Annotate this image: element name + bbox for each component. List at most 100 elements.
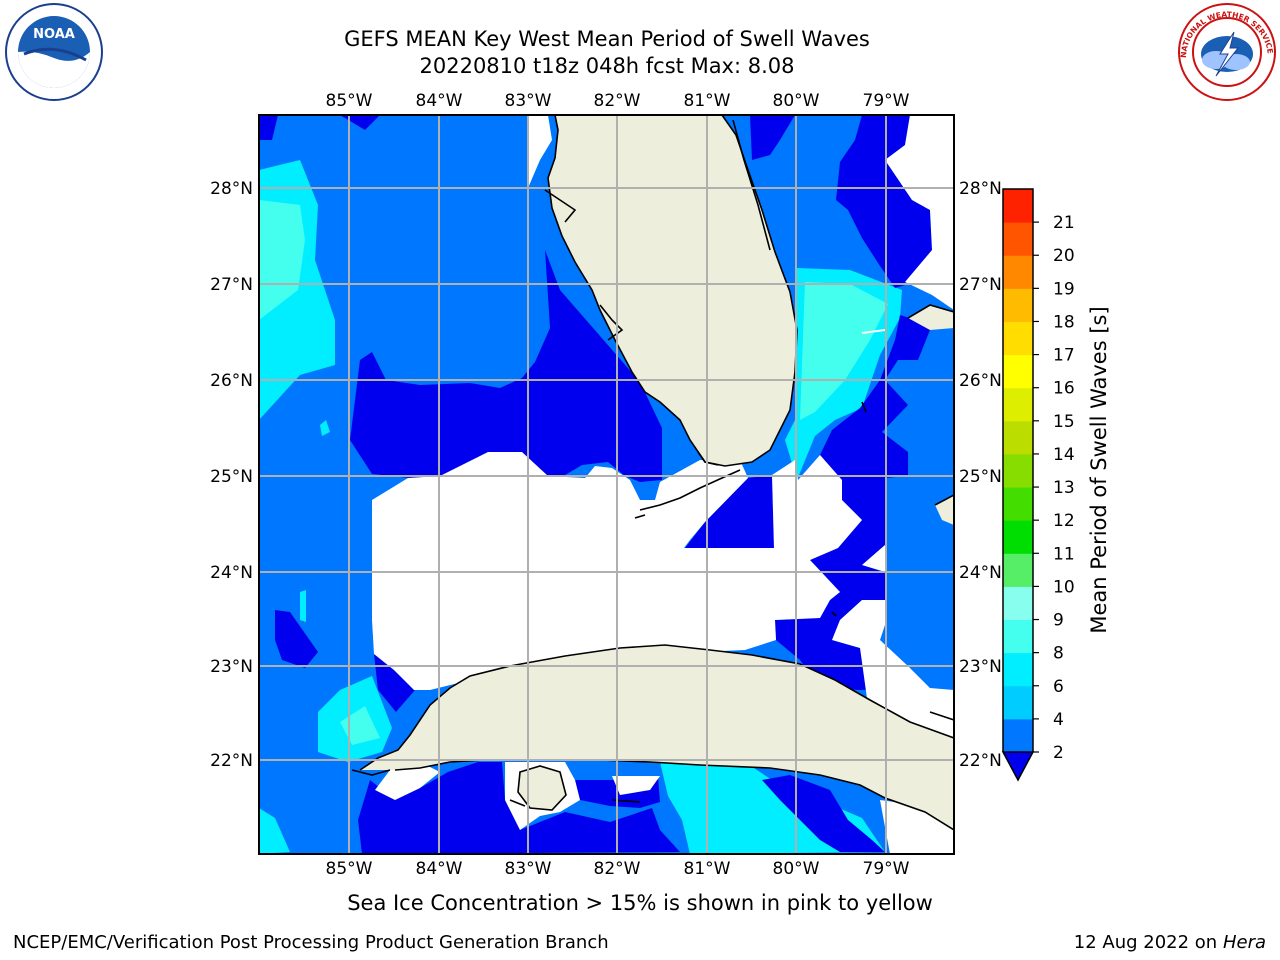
- map-title: GEFS MEAN Key West Mean Period of Swell …: [344, 27, 870, 51]
- lat-label: 25°N: [210, 467, 253, 487]
- lat-label: 24°N: [959, 563, 1002, 583]
- machine-name: Hera: [1222, 932, 1266, 953]
- colorbar-frame: [1002, 188, 1034, 752]
- coastlines: [351, 115, 954, 831]
- map-frame: [258, 114, 955, 855]
- colorbar-segment: [1003, 288, 1033, 322]
- contour-band-4-6: [300, 590, 306, 622]
- colorbar-tick-label: 4: [1053, 710, 1064, 730]
- no-data-region: [862, 545, 885, 572]
- colorbar-tick-label: 19: [1053, 279, 1075, 299]
- colorbar-segment: [1003, 652, 1033, 687]
- lat-label: 28°N: [959, 179, 1002, 199]
- sea-ice-note: Sea Ice Concentration > 15% is shown in …: [347, 891, 933, 915]
- lat-label: 22°N: [210, 751, 253, 771]
- isla-de-la-juventud-land: [518, 766, 566, 810]
- latitude-labels-left: 28°N 27°N 26°N 25°N 24°N 23°N 22°N: [210, 179, 253, 771]
- contour-band-0-2: [836, 115, 932, 288]
- lon-label: 85°W: [326, 859, 373, 879]
- noaa-logo-icon: NOAA: [5, 3, 103, 101]
- colorbar-tick-label: 9: [1053, 611, 1064, 631]
- colorbar-segment: [1003, 453, 1033, 488]
- colorbar-tick-label: 15: [1053, 412, 1075, 432]
- colorbar-tick-label: 13: [1053, 478, 1075, 498]
- colorbar-segment: [1003, 420, 1033, 455]
- no-data-region: [832, 600, 954, 760]
- colorbar-tick-label: 17: [1053, 346, 1075, 366]
- longitude-labels-top: 85°W 84°W 83°W 82°W 81°W 80°W 79°W: [326, 91, 910, 111]
- colorbar-tick-label: 6: [1053, 677, 1064, 697]
- colorbar-segment: [1003, 718, 1033, 753]
- colorbar-segment: [1003, 520, 1033, 554]
- map-subtitle: 20220810 t18z 048h fcst Max: 8.08: [419, 54, 795, 78]
- colorbar-tick-label: 11: [1053, 544, 1075, 564]
- nws-logo-icon: NATIONAL WEATHER SERVICE: [1178, 3, 1276, 101]
- colorbar-segment: [1003, 189, 1033, 223]
- graticule: [259, 115, 954, 854]
- date-line: 12 Aug 2022 on Hera: [1074, 932, 1266, 953]
- lat-label: 24°N: [210, 563, 253, 583]
- lon-label: 83°W: [505, 91, 552, 111]
- colorbar-segment: [1003, 255, 1033, 289]
- lon-label: 79°W: [863, 91, 910, 111]
- lat-label: 27°N: [210, 275, 253, 295]
- colorbar-segment: [1003, 321, 1033, 356]
- florida-land: [548, 115, 797, 466]
- lat-label: 28°N: [210, 179, 253, 199]
- colorbar-segment: [1003, 619, 1033, 654]
- colorbar-tick-label: 12: [1053, 511, 1075, 531]
- colorbar-segment: [1003, 387, 1033, 422]
- colorbar-tick-label: 20: [1053, 246, 1075, 266]
- lon-label: 84°W: [416, 859, 463, 879]
- colorbar-segment: [1003, 685, 1033, 720]
- lon-label: 85°W: [326, 91, 373, 111]
- colorbar-segment: [1003, 354, 1033, 389]
- colorbar-tick-label: 21: [1053, 213, 1075, 233]
- no-data-region: [885, 115, 954, 310]
- date-text: 12 Aug 2022 on: [1073, 932, 1218, 953]
- noaa-logo-text: NOAA: [33, 27, 75, 42]
- lon-label: 82°W: [594, 91, 641, 111]
- map-contours: [259, 115, 954, 854]
- colorbar-tick-label: 14: [1053, 445, 1075, 465]
- lon-label: 82°W: [594, 859, 641, 879]
- lon-label: 84°W: [416, 91, 463, 111]
- contour-band-6-8: [259, 200, 305, 320]
- contour-band-4-6: [320, 420, 330, 436]
- colorbar-tick-label: 10: [1053, 577, 1075, 597]
- longitude-labels-bottom: 85°W 84°W 83°W 82°W 81°W 80°W 79°W: [326, 859, 910, 879]
- contour-band-0-2: [775, 315, 932, 690]
- contour-band-4-6: [259, 808, 290, 854]
- contour-band-0-2: [275, 610, 318, 668]
- credit-line: NCEP/EMC/Verification Post Processing Pr…: [13, 932, 609, 953]
- lon-label: 79°W: [863, 859, 910, 879]
- lon-label: 80°W: [773, 91, 820, 111]
- lat-label: 23°N: [959, 657, 1002, 677]
- colorbar-segment: [1003, 586, 1033, 621]
- colorbar-extend-triangle: [1001, 751, 1035, 782]
- lon-label: 83°W: [505, 859, 552, 879]
- lat-label: 22°N: [959, 751, 1002, 771]
- colorbar-segment: [1003, 487, 1033, 521]
- lat-label: 25°N: [959, 467, 1002, 487]
- colorbar-tick-label: 8: [1053, 644, 1064, 664]
- lon-label: 81°W: [684, 91, 731, 111]
- bank-streak: [861, 329, 886, 334]
- no-data-region: [375, 762, 440, 800]
- lat-label: 23°N: [210, 657, 253, 677]
- latitude-labels-right: 28°N 27°N 26°N 25°N 24°N 23°N 22°N: [959, 179, 1002, 771]
- lat-label: 27°N: [959, 275, 1002, 295]
- contour-band-0-2: [259, 115, 278, 140]
- colorbar-segment: [1003, 222, 1033, 256]
- colorbar-tick-label: 2: [1053, 743, 1064, 763]
- no-data-region: [528, 115, 552, 188]
- lon-label: 81°W: [684, 859, 731, 879]
- cuba-land: [360, 645, 954, 830]
- colorbar-segment: [1003, 553, 1033, 587]
- colorbar-tick-label: 18: [1053, 312, 1075, 332]
- contour-band-6-8: [800, 282, 888, 420]
- lon-label: 80°W: [773, 859, 820, 879]
- lat-label: 26°N: [959, 371, 1002, 391]
- colorbar-label: Mean Period of Swell Waves [s]: [1087, 306, 1111, 633]
